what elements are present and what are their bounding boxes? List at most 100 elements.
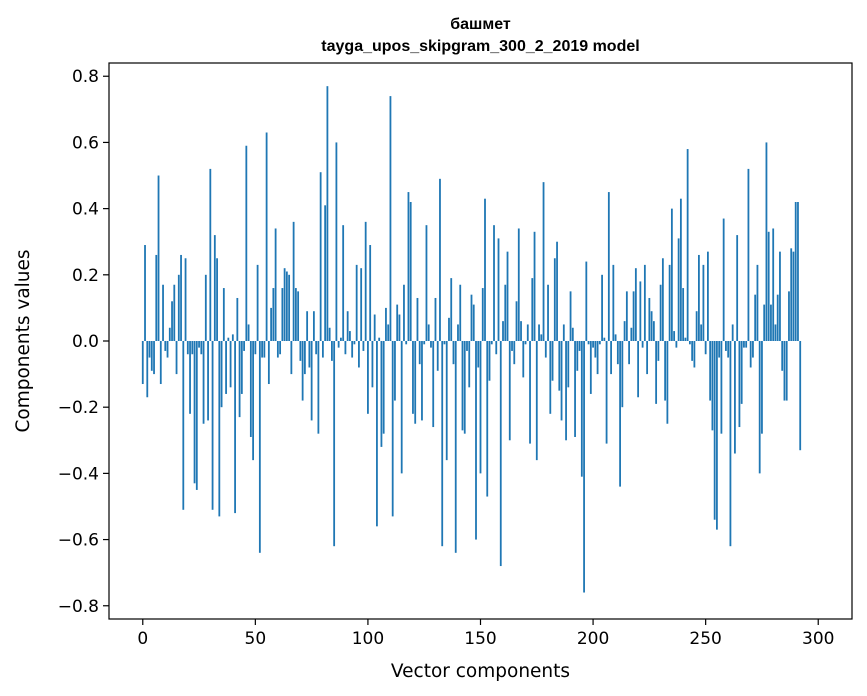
- bar-component-212: [619, 341, 621, 487]
- bar-component-92: [349, 331, 351, 341]
- bar-component-183: [553, 258, 556, 341]
- bar-component-24: [195, 341, 198, 490]
- bar-component-74: [308, 341, 311, 368]
- bar-component-15: [175, 341, 178, 375]
- bar-component-30: [209, 168, 212, 341]
- bar-component-236: [673, 331, 676, 341]
- bar-component-267: [743, 341, 745, 348]
- bar-component-43: [238, 341, 241, 418]
- bar-component-109: [387, 324, 390, 341]
- bar-component-189: [567, 341, 570, 388]
- bar-component-83: [328, 327, 331, 341]
- bar-component-181: [549, 341, 552, 414]
- bar-component-80: [321, 341, 324, 358]
- x-tick-label: 150: [464, 629, 496, 649]
- bar-component-117: [405, 341, 408, 345]
- bar-component-213: [621, 341, 624, 408]
- bar-component-16: [177, 274, 180, 341]
- bar-component-274: [758, 341, 761, 474]
- x-tick-label: 300: [802, 629, 834, 649]
- bar-component-126: [425, 225, 428, 341]
- bar-component-291: [797, 202, 799, 341]
- bar-component-142: [461, 341, 464, 431]
- bar-component-116: [403, 284, 405, 341]
- bar-component-33: [216, 258, 218, 341]
- bar-component-176: [538, 324, 540, 341]
- bar-component-85: [333, 341, 336, 547]
- bar-component-280: [772, 228, 775, 341]
- bar-component-145: [468, 341, 471, 388]
- bar-component-87: [337, 341, 340, 348]
- bar-component-72: [303, 341, 306, 375]
- bar-component-178: [542, 182, 545, 341]
- bar-component-37: [225, 341, 227, 394]
- bar-component-180: [547, 284, 549, 341]
- bar-component-268: [745, 341, 748, 348]
- bar-component-133: [441, 341, 444, 547]
- bar-component-52: [258, 341, 261, 553]
- bar-component-290: [794, 202, 797, 341]
- bar-component-276: [763, 304, 766, 341]
- bar-component-26: [200, 341, 203, 355]
- bar-component-188: [565, 341, 567, 441]
- bar-component-277: [765, 142, 768, 341]
- bar-component-138: [452, 341, 455, 365]
- bar-component-193: [576, 341, 579, 371]
- bar-component-29: [207, 341, 209, 421]
- bar-component-231: [661, 258, 664, 341]
- bar-component-223: [643, 264, 646, 341]
- bar-component-20: [186, 341, 189, 355]
- bar-component-259: [725, 341, 727, 351]
- bar-component-208: [610, 341, 612, 375]
- bar-component-102: [371, 341, 374, 388]
- bar-component-221: [639, 281, 642, 341]
- bar-component-6: [155, 254, 158, 341]
- bar-component-119: [409, 202, 412, 341]
- bar-component-269: [747, 168, 750, 341]
- bar-component-173: [531, 278, 534, 341]
- bar-component-233: [666, 341, 669, 424]
- bar-component-19: [184, 258, 187, 341]
- bar-component-31: [211, 341, 214, 510]
- bar-component-248: [700, 324, 703, 341]
- bar-component-232: [664, 341, 667, 401]
- bar-component-218: [632, 291, 635, 341]
- bar-component-63: [283, 268, 286, 341]
- bar-component-134: [443, 341, 446, 345]
- bar-component-164: [511, 341, 513, 351]
- bar-component-50: [254, 341, 257, 355]
- bar-component-73: [306, 311, 309, 341]
- bar-component-125: [423, 341, 426, 345]
- bar-component-131: [436, 341, 439, 371]
- bar-component-118: [407, 192, 410, 341]
- bar-component-140: [457, 324, 459, 341]
- bar-component-270: [749, 341, 752, 368]
- bar-component-288: [790, 248, 793, 341]
- bar-component-186: [560, 341, 563, 421]
- bar-component-286: [785, 341, 788, 401]
- bar-component-171: [526, 324, 529, 341]
- bar-component-203: [598, 341, 601, 345]
- bar-component-235: [670, 208, 673, 341]
- bar-component-143: [463, 341, 466, 434]
- bar-component-234: [668, 264, 671, 341]
- bar-component-123: [418, 341, 421, 365]
- chart-subtitle: tayga_upos_skipgram_300_2_2019 model: [321, 38, 639, 55]
- bar-component-121: [414, 341, 417, 424]
- bar-component-194: [578, 341, 581, 351]
- bar-component-273: [756, 264, 759, 341]
- bar-component-14: [173, 284, 176, 341]
- bar-component-157: [495, 341, 498, 355]
- bar-component-57: [270, 307, 273, 341]
- y-tick-label: 0.4: [72, 200, 99, 220]
- bar-component-36: [222, 288, 225, 341]
- bar-component-253: [711, 341, 714, 431]
- bar-component-261: [729, 341, 732, 547]
- x-axis: 0 50 100 150 200 250 300: [137, 619, 834, 649]
- y-tick-label: −0.6: [58, 531, 99, 551]
- bar-component-17: [180, 254, 182, 341]
- bar-component-71: [301, 341, 304, 401]
- bar-component-28: [204, 274, 207, 341]
- bar-component-222: [641, 341, 644, 348]
- bar-component-254: [713, 341, 716, 520]
